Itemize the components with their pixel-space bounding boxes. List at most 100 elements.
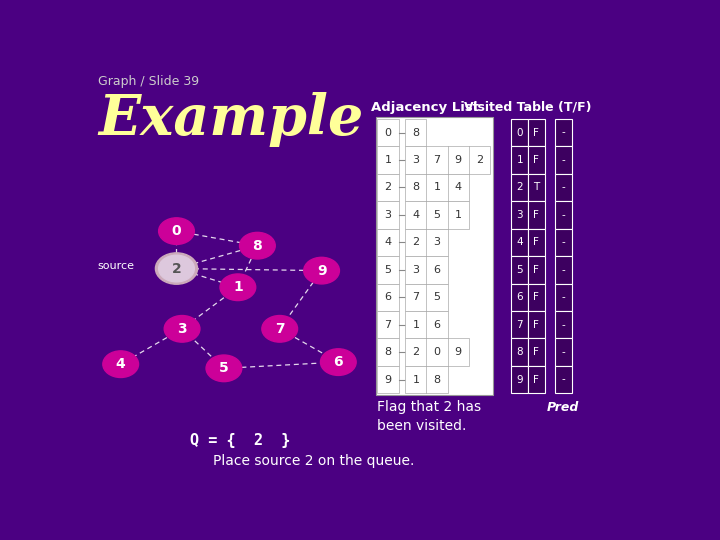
Text: -: - xyxy=(562,375,565,384)
Text: -: - xyxy=(562,320,565,330)
Text: 3: 3 xyxy=(413,265,419,275)
Bar xyxy=(528,366,545,393)
Text: 6: 6 xyxy=(384,292,392,302)
Text: 0: 0 xyxy=(516,127,523,138)
Text: 2: 2 xyxy=(516,183,523,192)
Text: -: - xyxy=(562,347,565,357)
Bar xyxy=(555,146,572,174)
Bar xyxy=(528,174,545,201)
Text: -: - xyxy=(562,210,565,220)
Text: F: F xyxy=(534,265,539,275)
Text: Visited Table (T/F): Visited Table (T/F) xyxy=(464,101,592,114)
Text: 2: 2 xyxy=(476,155,483,165)
Text: Q = {  2  }: Q = { 2 } xyxy=(191,433,291,448)
Text: 0: 0 xyxy=(171,224,181,238)
Bar xyxy=(377,119,399,146)
Bar xyxy=(511,256,528,284)
Text: -: - xyxy=(562,265,565,275)
Text: 8: 8 xyxy=(413,127,420,138)
Bar xyxy=(377,311,399,339)
Text: F: F xyxy=(534,347,539,357)
Bar xyxy=(528,311,545,339)
Bar xyxy=(511,311,528,339)
Bar xyxy=(528,228,545,256)
Text: 1: 1 xyxy=(384,155,392,165)
Text: 3: 3 xyxy=(413,155,419,165)
Bar xyxy=(405,174,469,201)
Bar xyxy=(528,119,545,146)
Text: 2: 2 xyxy=(413,347,420,357)
Bar xyxy=(555,339,572,366)
Text: 1: 1 xyxy=(413,375,419,384)
Text: 6: 6 xyxy=(333,355,343,369)
Text: 5: 5 xyxy=(384,265,392,275)
Text: F: F xyxy=(534,127,539,138)
Text: 7: 7 xyxy=(516,320,523,330)
Bar xyxy=(528,256,545,284)
Bar xyxy=(405,284,448,311)
Text: 7: 7 xyxy=(384,320,392,330)
Text: 9: 9 xyxy=(455,347,462,357)
Bar xyxy=(511,146,528,174)
Circle shape xyxy=(220,274,256,301)
Text: 4: 4 xyxy=(516,238,523,247)
Bar xyxy=(555,256,572,284)
Text: Place source 2 on the queue.: Place source 2 on the queue. xyxy=(213,454,414,468)
Text: F: F xyxy=(534,375,539,384)
Text: 7: 7 xyxy=(275,322,284,336)
Text: 6: 6 xyxy=(433,265,441,275)
Bar xyxy=(377,117,493,395)
Text: 6: 6 xyxy=(433,320,441,330)
Text: 3: 3 xyxy=(384,210,392,220)
Bar xyxy=(405,311,448,339)
Bar xyxy=(511,228,528,256)
Text: -: - xyxy=(562,292,565,302)
Bar xyxy=(405,201,469,228)
Text: 1: 1 xyxy=(433,183,441,192)
Text: 2: 2 xyxy=(384,183,392,192)
Text: 2: 2 xyxy=(171,261,181,275)
Text: 7: 7 xyxy=(413,292,420,302)
Circle shape xyxy=(320,349,356,375)
Text: 9: 9 xyxy=(455,155,462,165)
Text: -: - xyxy=(562,238,565,247)
Bar xyxy=(511,284,528,311)
Bar xyxy=(528,339,545,366)
Text: 8: 8 xyxy=(384,347,392,357)
Text: 5: 5 xyxy=(433,210,441,220)
Bar xyxy=(511,119,528,146)
Bar xyxy=(377,228,399,256)
Bar xyxy=(555,366,572,393)
Text: 0: 0 xyxy=(433,347,441,357)
Bar xyxy=(405,339,469,366)
Text: 8: 8 xyxy=(433,375,441,384)
Text: 5: 5 xyxy=(219,361,229,375)
Bar xyxy=(377,256,399,284)
Circle shape xyxy=(240,232,275,259)
Bar xyxy=(377,366,399,393)
Bar xyxy=(528,201,545,228)
Bar xyxy=(377,201,399,228)
Text: Flag that 2 has
been visited.: Flag that 2 has been visited. xyxy=(377,400,482,433)
Text: 1: 1 xyxy=(413,320,419,330)
Text: -: - xyxy=(562,127,565,138)
Text: Pred: Pred xyxy=(547,401,580,414)
Text: 1: 1 xyxy=(516,155,523,165)
Text: 3: 3 xyxy=(177,322,187,336)
Text: 1: 1 xyxy=(455,210,462,220)
Bar xyxy=(377,174,399,201)
Circle shape xyxy=(206,355,242,382)
Text: Example: Example xyxy=(98,92,363,147)
Text: F: F xyxy=(534,155,539,165)
Text: 9: 9 xyxy=(516,375,523,384)
Bar xyxy=(377,146,399,174)
Bar xyxy=(555,119,572,146)
Bar xyxy=(528,146,545,174)
Text: 0: 0 xyxy=(384,127,392,138)
Bar xyxy=(377,284,399,311)
Bar xyxy=(555,311,572,339)
Text: T: T xyxy=(534,183,539,192)
Circle shape xyxy=(304,258,339,284)
Text: 8: 8 xyxy=(253,239,262,253)
Text: 9: 9 xyxy=(317,264,326,278)
